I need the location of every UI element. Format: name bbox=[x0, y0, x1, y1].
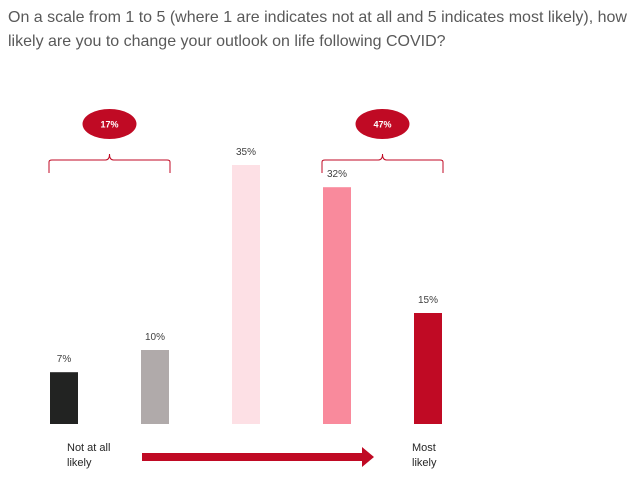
group-brace-1 bbox=[48, 153, 171, 173]
data-label-4: 32% bbox=[327, 169, 347, 180]
axis-end-label: Most likely bbox=[412, 442, 437, 469]
data-label-5: 15% bbox=[418, 295, 438, 306]
axis-start-label: Not at all likely bbox=[67, 442, 111, 469]
bar-5 bbox=[414, 313, 442, 424]
data-label-3: 35% bbox=[236, 147, 256, 158]
bar-4 bbox=[323, 187, 351, 424]
bar-3 bbox=[232, 165, 260, 424]
chart-title: On a scale from 1 to 5 (where 1 are indi… bbox=[8, 9, 627, 50]
data-label-1: 7% bbox=[57, 354, 72, 365]
data-label-2: 10% bbox=[145, 332, 165, 343]
group-brace-2 bbox=[321, 153, 444, 173]
group-badge-2 bbox=[355, 109, 410, 139]
bar-2 bbox=[141, 350, 169, 424]
group-label-2: 47% bbox=[373, 120, 391, 130]
bar-1 bbox=[50, 372, 78, 424]
group-label-1: 17% bbox=[100, 120, 118, 130]
group-badge-1 bbox=[82, 109, 137, 139]
direction-arrow bbox=[142, 447, 374, 467]
